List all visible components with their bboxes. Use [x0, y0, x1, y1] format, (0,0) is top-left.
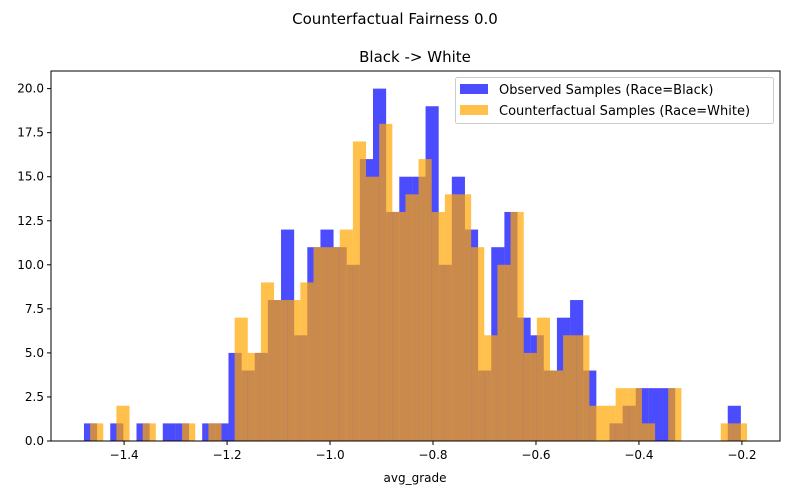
counterfactual-bar: [484, 335, 498, 441]
counterfactual-bar: [366, 176, 380, 441]
bars-layer: [83, 88, 748, 441]
counterfactual-bar: [208, 423, 222, 441]
counterfactual-bar: [90, 423, 104, 441]
counterfactual-bar: [418, 159, 432, 441]
x-tick-label: −0.6: [521, 448, 550, 462]
x-tick-label: −1.0: [315, 448, 344, 462]
counterfactual-bar: [142, 423, 156, 441]
legend-label-counterfactual: Counterfactual Samples (Race=White): [499, 104, 750, 119]
x-tick-label: −0.2: [727, 448, 756, 462]
counterfactual-bar: [497, 264, 511, 441]
y-axis: 0.0 2.5 5.0 7.5 10.0 12.5 15.0 17.5 20.0: [17, 82, 51, 448]
counterfactual-bar: [444, 194, 459, 441]
counterfactual-bar: [274, 300, 288, 441]
legend-frame: [455, 77, 774, 124]
x-axis-label: avg_grade: [384, 471, 447, 485]
counterfactual-bar: [116, 405, 130, 441]
counterfactual-bar: [247, 352, 261, 441]
legend: Observed Samples (Race=Black) Counterfac…: [455, 77, 774, 124]
counterfactual-bar: [510, 211, 524, 441]
counterfactual-bar: [339, 229, 353, 441]
counterfactual-bar: [549, 370, 564, 441]
counterfactual-bar: [326, 247, 340, 441]
y-tick-label: 10.0: [17, 258, 44, 272]
counterfactual-bar: [287, 300, 301, 441]
y-tick-label: 20.0: [17, 82, 44, 96]
counterfactual-bar: [313, 247, 327, 441]
axes-title: Black -> White: [359, 48, 471, 66]
y-tick-label: 17.5: [17, 126, 44, 140]
counterfactual-bar: [234, 317, 248, 441]
y-tick-label: 12.5: [17, 214, 44, 228]
counterfactual-bar: [733, 423, 748, 441]
counterfactual-bar: [300, 282, 314, 441]
axes-frame: [50, 70, 781, 442]
counterfactual-bar: [260, 282, 275, 441]
counterfactual-bar: [431, 211, 445, 441]
x-tick-label: −0.4: [624, 448, 653, 462]
x-axis: −1.4 −1.2 −1.0 −0.8 −0.6 −0.4 −0.2: [110, 441, 756, 462]
counterfactual-bar: [458, 194, 472, 441]
counterfactual-bar: [536, 317, 550, 441]
legend-swatch-observed: [460, 84, 488, 94]
counterfactual-bar: [352, 141, 367, 441]
counterfactual-bar: [576, 335, 590, 441]
x-tick-label: −0.8: [418, 448, 447, 462]
y-tick-label: 2.5: [25, 390, 44, 404]
counterfactual-bar: [589, 405, 603, 441]
counterfactual-bar: [602, 405, 616, 441]
counterfactual-bar: [523, 352, 537, 441]
counterfactual-bar: [563, 335, 577, 441]
counterfactual-bar: [405, 194, 419, 441]
counterfactual-bar: [668, 388, 682, 441]
x-tick-label: −1.4: [110, 448, 139, 462]
y-tick-label: 0.0: [25, 434, 44, 448]
counterfactual-bar: [182, 423, 196, 441]
counterfactual-bar: [392, 211, 406, 441]
figure-suptitle: Counterfactual Fairness 0.0: [292, 10, 498, 28]
x-tick-label: −1.2: [213, 448, 242, 462]
y-tick-label: 15.0: [17, 170, 44, 184]
counterfactual-bar: [471, 247, 485, 441]
counterfactual-bar: [628, 388, 642, 441]
y-tick-label: 7.5: [25, 302, 44, 316]
counterfactual-bar: [615, 388, 629, 441]
observed-bar: [162, 423, 176, 441]
counterfactual-bar: [720, 423, 734, 441]
legend-label-observed: Observed Samples (Race=Black): [499, 83, 713, 98]
legend-swatch-counterfactual: [460, 105, 488, 115]
counterfactual-bar: [641, 423, 656, 441]
counterfactual-bar: [379, 123, 393, 441]
y-tick-label: 5.0: [25, 346, 44, 360]
